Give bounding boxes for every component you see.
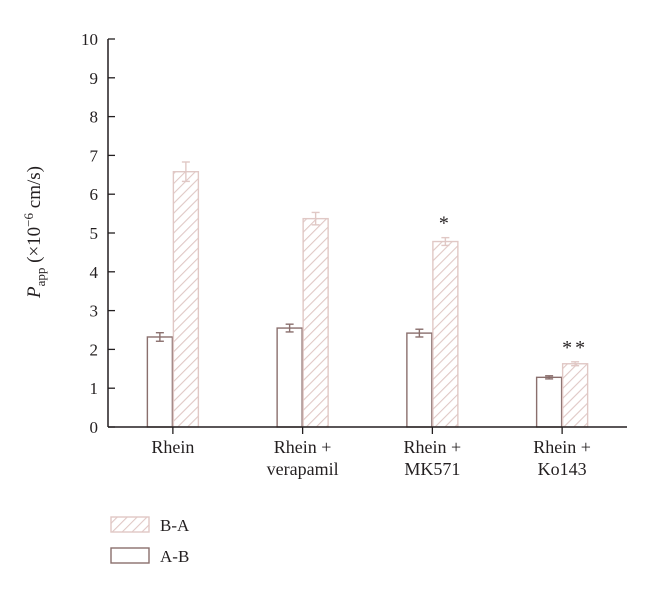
legend-label: B-A (160, 516, 190, 535)
bar-a-b (406, 332, 433, 428)
legend-label: A-B (160, 547, 189, 566)
plot-area: *** (146, 161, 589, 428)
bar-b-a (432, 240, 459, 428)
y-tick-label: 4 (90, 263, 99, 282)
bar-b-a (561, 363, 589, 428)
y-tick-label: 1 (90, 379, 99, 398)
y-axis-label-unit-pre: (×10 (24, 227, 45, 268)
y-axis: 0 1 2 3 4 5 6 7 8 9 10 (81, 30, 115, 437)
y-axis-label-main: P (24, 286, 45, 299)
legend-swatch (110, 547, 150, 564)
y-tick-label: 3 (90, 302, 99, 321)
x-tick-label: MK571 (404, 459, 460, 479)
legend: B-A A-B (110, 516, 190, 566)
y-tick-label: 5 (90, 224, 99, 243)
y-tick-label: 0 (90, 418, 99, 437)
legend-swatch (110, 516, 150, 533)
x-tick-label: verapamil (267, 459, 339, 479)
bar-a-b (276, 327, 303, 428)
y-tick-label: 8 (90, 108, 99, 127)
significance-marker: ** (562, 337, 588, 359)
y-tick-label: 6 (90, 185, 99, 204)
bar-b-a (172, 170, 200, 428)
y-tick-label: 9 (90, 69, 99, 88)
y-tick-label: 2 (90, 340, 99, 359)
y-axis-label: Papp (×10−6 cm/s) (21, 166, 48, 299)
x-tick-label: Rhein + (274, 437, 332, 457)
y-axis-label-sub: app (33, 268, 48, 287)
bar-a-b (535, 376, 563, 428)
y-axis-label-unit-post: cm/s) (24, 166, 45, 213)
significance-marker: * (439, 213, 452, 235)
x-tick-label: Rhein + (533, 437, 591, 457)
bar-a-b (146, 336, 174, 428)
bar-b-a (302, 217, 329, 428)
x-tick-label: Ko143 (538, 459, 587, 479)
y-tick-label: 7 (90, 146, 99, 165)
x-tick-label: Rhein + (404, 437, 462, 457)
x-tick-label: Rhein (151, 437, 194, 457)
y-axis-label-exp: −6 (21, 212, 36, 226)
y-tick-label: 10 (81, 30, 98, 49)
